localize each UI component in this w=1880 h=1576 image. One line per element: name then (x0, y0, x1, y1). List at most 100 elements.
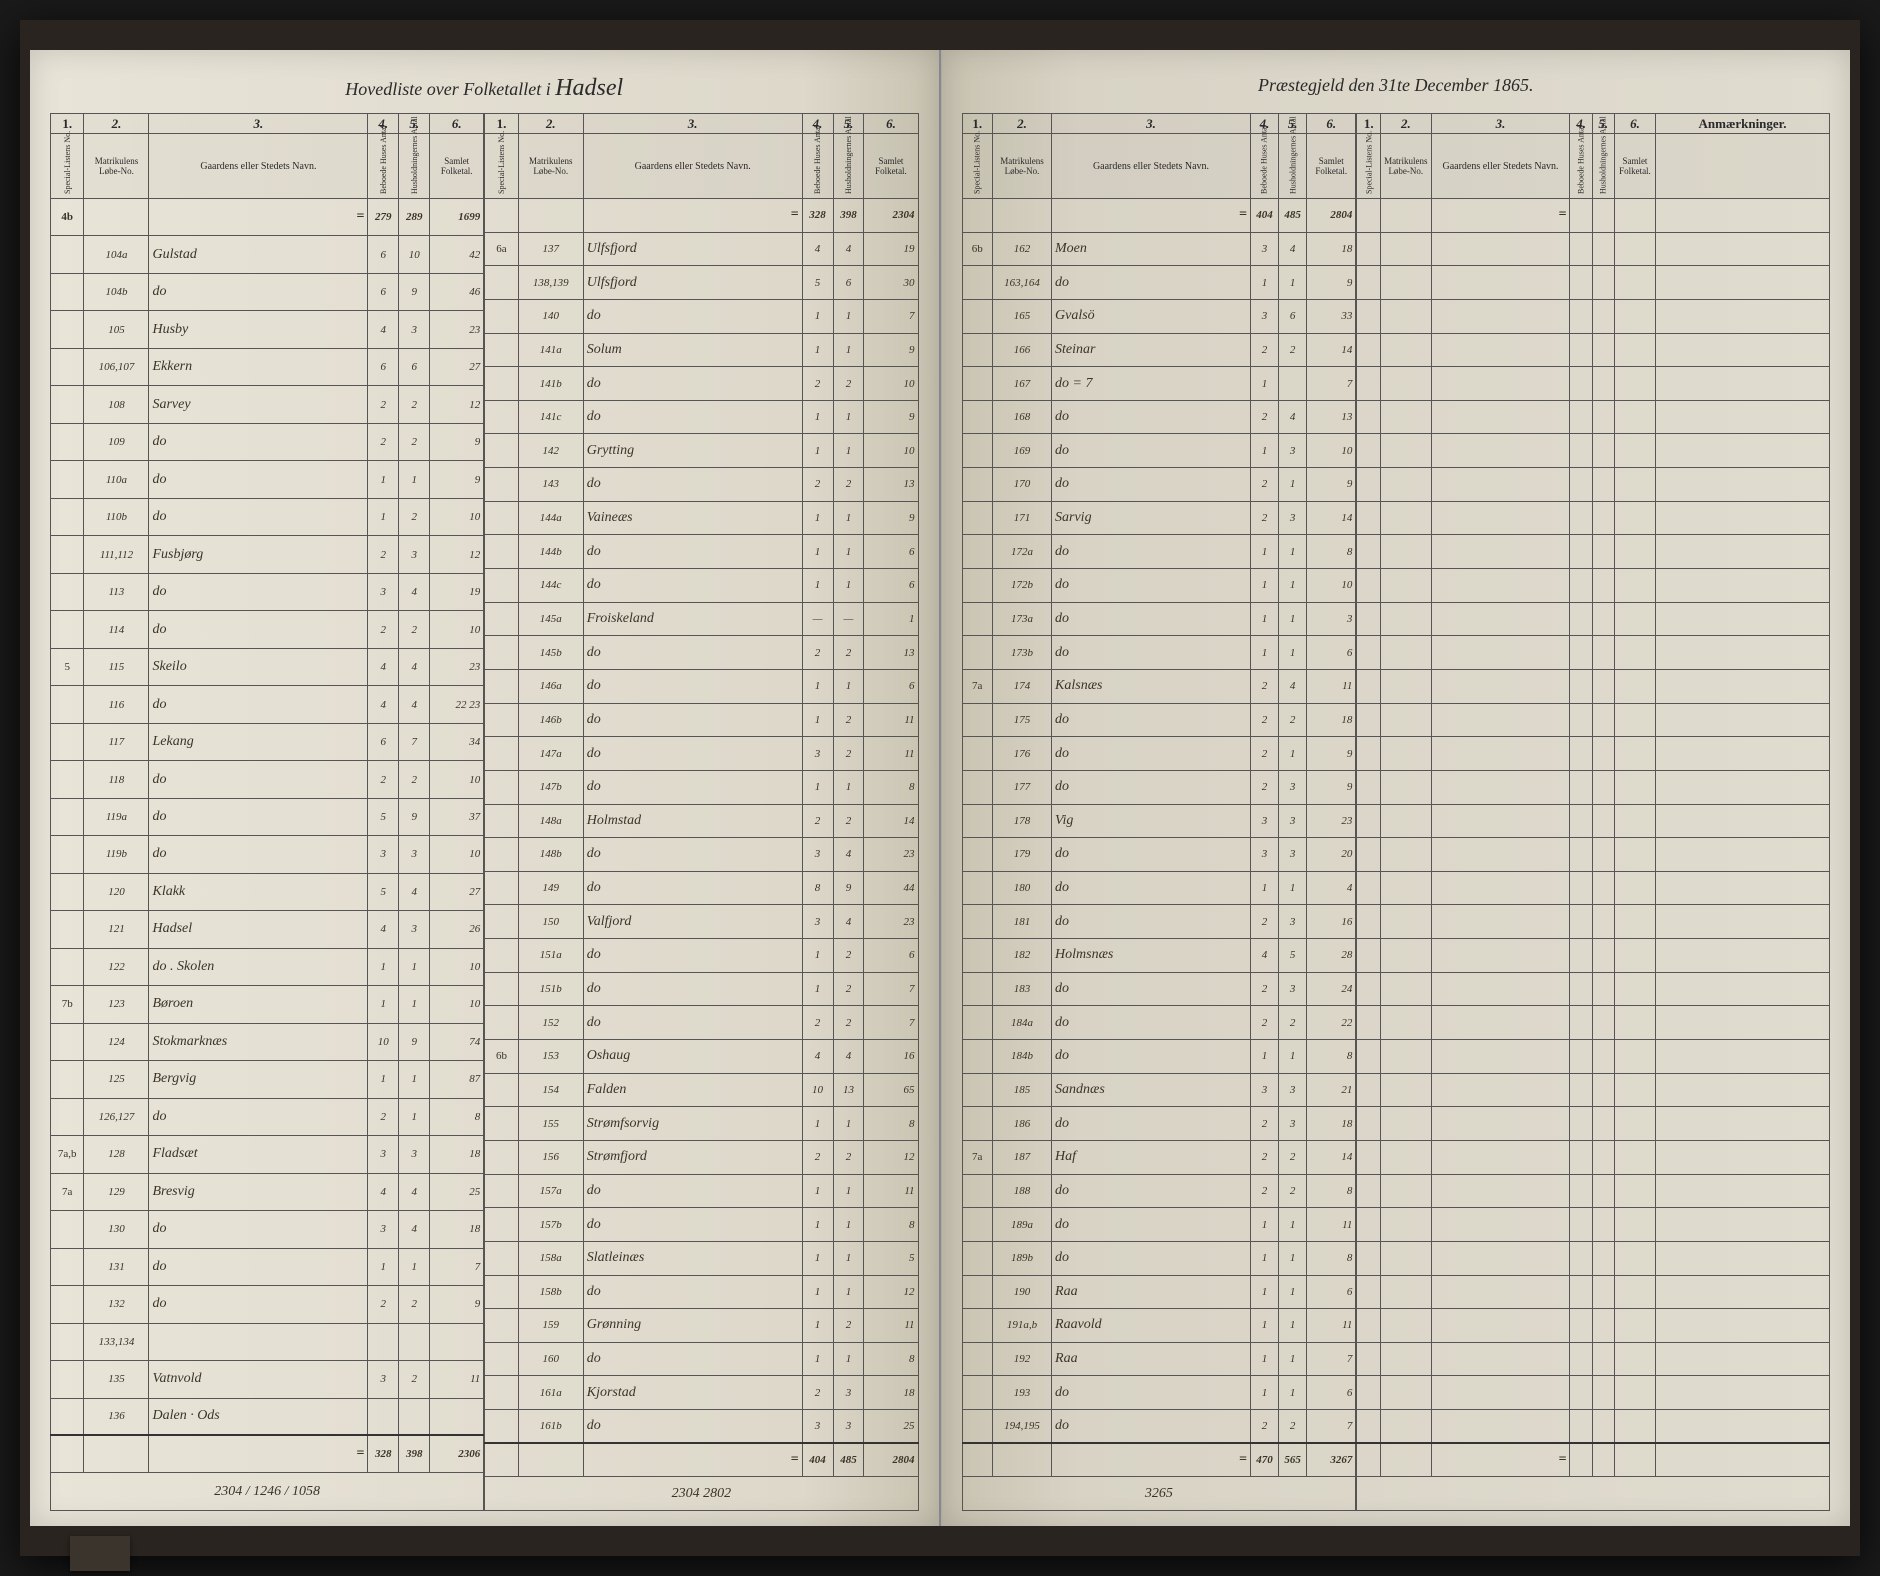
cell: 3 (802, 1410, 833, 1444)
left-page: Hovedliste over Folketallet i Hadsel 1. … (30, 50, 941, 1526)
cell: 42 (430, 236, 484, 273)
cell-anm (1656, 1174, 1830, 1208)
table-row: 172ado118 (962, 535, 1356, 569)
cell: 1 (1279, 1241, 1307, 1275)
table-row (1357, 468, 1830, 502)
cell: 3 (399, 911, 430, 948)
table-row: 144aVaineæs119 (485, 501, 918, 535)
cell (149, 1323, 368, 1360)
cell: 23 (1307, 804, 1356, 838)
cell: 11 (1307, 669, 1356, 703)
cell: 3 (833, 1410, 864, 1444)
cell (485, 1241, 518, 1275)
cell: 33 (1307, 299, 1356, 333)
cell: 7 (864, 972, 918, 1006)
cell: do (1052, 703, 1251, 737)
cell: 188 (992, 1174, 1051, 1208)
cell (485, 636, 518, 670)
table-row: 194,195do227 (962, 1410, 1356, 1444)
cell: Froiskeland (583, 602, 802, 636)
table-row: 104aGulstad61042 (51, 236, 484, 273)
cell: 104a (84, 236, 149, 273)
cell-anm (1656, 602, 1830, 636)
cell: 6 (864, 535, 918, 569)
cell (1570, 636, 1592, 670)
cell: Haf (1052, 1140, 1251, 1174)
col-6: 6. (430, 114, 484, 134)
cell (51, 873, 84, 910)
cell: 161a (518, 1376, 583, 1410)
cell (368, 1398, 399, 1435)
cell: 145b (518, 636, 583, 670)
table-row: 189ado1111 (962, 1208, 1356, 1242)
cell: Falden (583, 1073, 802, 1107)
cell: 1 (802, 1107, 833, 1141)
cell (51, 723, 84, 760)
cell: 2 (1250, 905, 1278, 939)
cell: 175 (992, 703, 1051, 737)
cell (1431, 972, 1570, 1006)
cell: 10 (1307, 434, 1356, 468)
cell: Gulstad (149, 236, 368, 273)
cell: 4 (399, 873, 430, 910)
cell (1614, 838, 1655, 872)
cell: 2 (1250, 333, 1278, 367)
cell (51, 498, 84, 535)
cell (1381, 501, 1432, 535)
cell (1592, 367, 1614, 401)
cell (1357, 266, 1381, 300)
cell: 1 (1279, 1342, 1307, 1376)
cell: 2 (802, 1006, 833, 1040)
cell: 169 (992, 434, 1051, 468)
sub-3: Gaardens eller Stedets Navn. (583, 134, 802, 199)
cell (1357, 1174, 1381, 1208)
cell: 9 (864, 501, 918, 535)
cell: 4 (399, 1173, 430, 1210)
cell (1431, 1006, 1570, 1040)
cell: 3 (368, 1211, 399, 1248)
cell: 133,134 (84, 1323, 149, 1360)
cell (962, 737, 992, 771)
cell: 1 (802, 434, 833, 468)
cell: 4 (368, 686, 399, 723)
cell (1431, 871, 1570, 905)
table-row: 7a187Haf2214 (962, 1140, 1356, 1174)
thead: 1. 2. 3. 4. 5. 6. Anmærkninger. Special-… (1357, 114, 1830, 199)
cell: 8 (864, 1208, 918, 1242)
cell: 4 (833, 1040, 864, 1074)
cell: 4 (1279, 669, 1307, 703)
cell (485, 535, 518, 569)
cell: 144c (518, 569, 583, 603)
cell: do (583, 1174, 802, 1208)
sub-3: Gaardens eller Stedets Navn. (1052, 134, 1251, 199)
cell: 1 (833, 1342, 864, 1376)
table-row (1357, 400, 1830, 434)
census-book: Hovedliste over Folketallet i Hadsel 1. … (20, 20, 1860, 1556)
table-row: 182Holmsnæs4528 (962, 939, 1356, 973)
cell: do (149, 423, 368, 460)
cell: 1 (1250, 535, 1278, 569)
cell: 1 (802, 299, 833, 333)
cell: 1 (802, 1174, 833, 1208)
cell: Oshaug (583, 1040, 802, 1074)
cell: 125 (84, 1061, 149, 1098)
cell (962, 1107, 992, 1141)
cell: 19 (430, 573, 484, 610)
cell (399, 1398, 430, 1435)
cell (1381, 939, 1432, 973)
cell: Vatnvold (149, 1361, 368, 1398)
cell (1614, 905, 1655, 939)
cell (1431, 669, 1570, 703)
cell: 1 (1279, 468, 1307, 502)
table-row: 114do2210 (51, 611, 484, 648)
cell: 126,127 (84, 1098, 149, 1135)
cell: 2 (1250, 1410, 1278, 1444)
cell: 2 (833, 1006, 864, 1040)
cell (1570, 1410, 1592, 1444)
cell: Ulfsfjord (583, 232, 802, 266)
cell (962, 770, 992, 804)
cell: 1 (802, 1208, 833, 1242)
cell: 1 (864, 602, 918, 636)
table-row (1357, 972, 1830, 1006)
cell (1592, 838, 1614, 872)
